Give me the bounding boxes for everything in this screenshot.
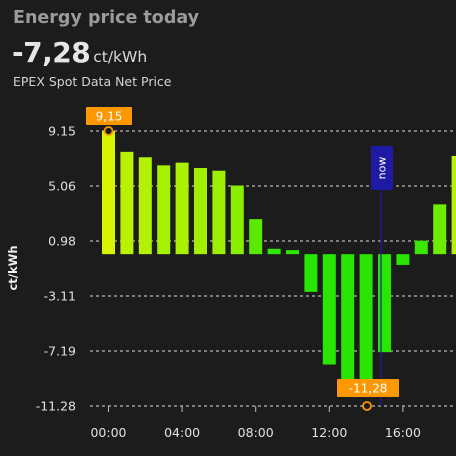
y-tick-label: -11.28 bbox=[36, 399, 76, 414]
price-bar bbox=[249, 219, 263, 255]
price-bar bbox=[194, 168, 207, 255]
price-bar bbox=[378, 254, 391, 353]
x-tick-label: 16:00 bbox=[385, 425, 421, 440]
current-price-unit: ct/kWh bbox=[93, 48, 148, 66]
price-bar bbox=[322, 254, 336, 365]
x-tick-label: 00:00 bbox=[90, 425, 126, 440]
now-label: now bbox=[376, 157, 389, 180]
price-bar bbox=[157, 165, 171, 255]
price-bar bbox=[267, 248, 281, 255]
price-bar bbox=[359, 254, 373, 395]
current-price-value: -7,28 bbox=[12, 36, 91, 69]
price-bar bbox=[341, 254, 355, 396]
y-tick-label: 5.06 bbox=[48, 179, 76, 194]
price-bar bbox=[230, 185, 244, 255]
x-tick-label: 04:00 bbox=[164, 425, 200, 440]
price-bar bbox=[120, 151, 134, 255]
chart-markers: now 9,15 -11,28 bbox=[86, 107, 399, 411]
y-tick-label: 9.15 bbox=[48, 124, 76, 139]
min-annotation-label: -11,28 bbox=[349, 382, 388, 396]
current-price: -7,28 ct/kWh bbox=[12, 36, 147, 69]
min-annotation-box bbox=[337, 379, 399, 397]
price-bar bbox=[396, 254, 410, 265]
price-bar bbox=[102, 131, 115, 255]
y-axis-label: ct/kWh bbox=[6, 245, 20, 290]
x-tick-label: 12:00 bbox=[311, 425, 347, 440]
y-tick-label: -7.19 bbox=[44, 343, 76, 358]
price-bar bbox=[138, 157, 152, 255]
card-title: Energy price today bbox=[13, 8, 200, 28]
price-bar bbox=[286, 250, 299, 255]
min-point-marker bbox=[362, 401, 372, 411]
price-bar bbox=[414, 240, 428, 255]
price-bar bbox=[433, 204, 447, 255]
y-tick-label: -3.11 bbox=[44, 289, 76, 304]
price-bar bbox=[175, 162, 189, 255]
chart-labels: 9.15 5.06 0.98 -3.11 -7.19 -11.28 00:00 04:00 08… bbox=[6, 124, 421, 441]
price-bar bbox=[212, 170, 226, 255]
card-subtitle: EPEX Spot Data Net Price bbox=[13, 74, 172, 89]
chart-bars bbox=[102, 131, 456, 396]
max-annotation-label: 9,15 bbox=[96, 110, 123, 124]
max-annotation-box bbox=[86, 107, 132, 125]
price-bar bbox=[451, 155, 456, 255]
y-tick-label: 0.98 bbox=[48, 233, 76, 248]
now-label-box bbox=[371, 146, 393, 190]
x-tick-label: 08:00 bbox=[238, 425, 274, 440]
price-bar bbox=[304, 254, 318, 292]
max-point-marker bbox=[103, 126, 114, 136]
